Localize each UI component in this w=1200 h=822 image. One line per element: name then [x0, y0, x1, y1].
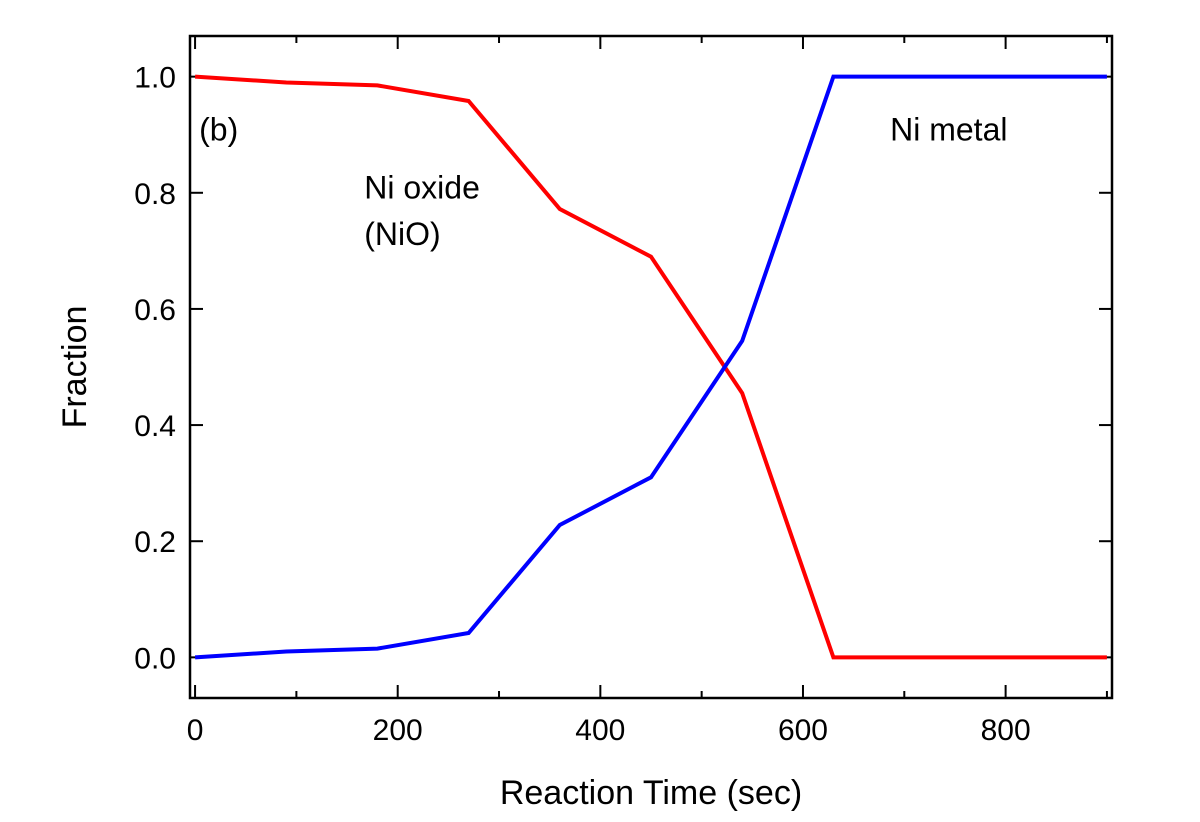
- y-tick-label: 0.0: [134, 642, 176, 675]
- series: [194, 74, 1107, 660]
- x-tick-label: 400: [575, 714, 625, 747]
- y-tick-label: 1.0: [134, 62, 176, 95]
- annotation-metal: Ni metal: [890, 112, 1007, 148]
- plot-frame: [188, 34, 1114, 700]
- x-tick-label: 0: [187, 714, 204, 747]
- y-tick-label: 0.6: [134, 294, 176, 327]
- annotations: (b) Ni oxide (NiO) Ni metal: [199, 112, 1007, 253]
- x-axis-label: Reaction Time (sec): [500, 774, 802, 812]
- series-line-1: [194, 74, 1107, 660]
- annotation-oxide-2: (NiO): [364, 216, 440, 252]
- y-tick-label: 0.2: [134, 526, 176, 559]
- annotation-panel: (b): [199, 112, 238, 148]
- y-axis-label: Fraction: [56, 306, 94, 429]
- x-tick-label: 200: [373, 714, 423, 747]
- x-tick-label: 600: [778, 714, 828, 747]
- y-tick-label: 0.4: [134, 410, 176, 443]
- tick-labels: 0 200 400 600 800 0.0 0.2 0.4 0.6 0.8 1.0: [134, 62, 1030, 747]
- annotation-oxide-1: Ni oxide: [364, 170, 480, 206]
- y-tick-label: 0.8: [134, 178, 176, 211]
- x-tick-label: 800: [981, 714, 1031, 747]
- series-line-0: [194, 74, 1107, 660]
